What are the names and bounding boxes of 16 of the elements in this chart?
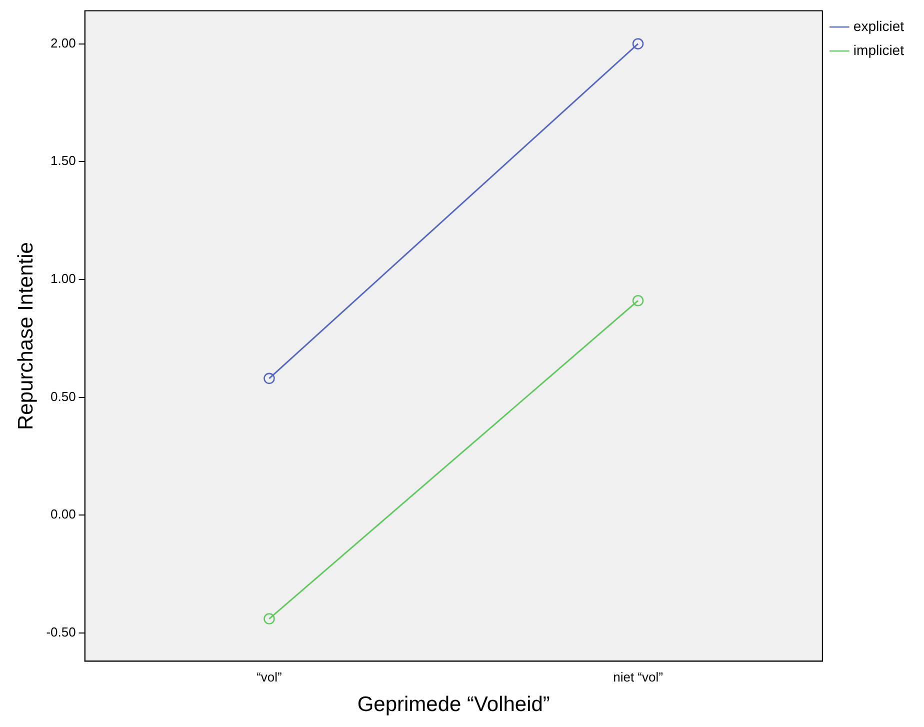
point	[264, 613, 275, 624]
y-tick-label: 1.00	[50, 271, 76, 286]
y-tick-label: 1.50	[50, 153, 76, 168]
point	[632, 38, 644, 50]
legend-label: impliciet	[853, 42, 904, 58]
point	[264, 372, 275, 384]
y-tick-label: 2.00	[50, 35, 76, 50]
y-tick-label: 0.00	[50, 506, 76, 522]
legend-label: expliciet	[853, 18, 904, 34]
y-tick-label: -0.50	[46, 624, 76, 640]
x-tick-label: niet “vol”	[613, 670, 663, 685]
x-tick-label: “vol”	[256, 670, 282, 685]
point	[632, 295, 644, 306]
y-tick-label: 0.50	[50, 388, 76, 404]
y-axis-title: Repurchase Intentie	[14, 242, 38, 430]
x-axis-title: Geprimede “Volheid”	[357, 693, 550, 716]
